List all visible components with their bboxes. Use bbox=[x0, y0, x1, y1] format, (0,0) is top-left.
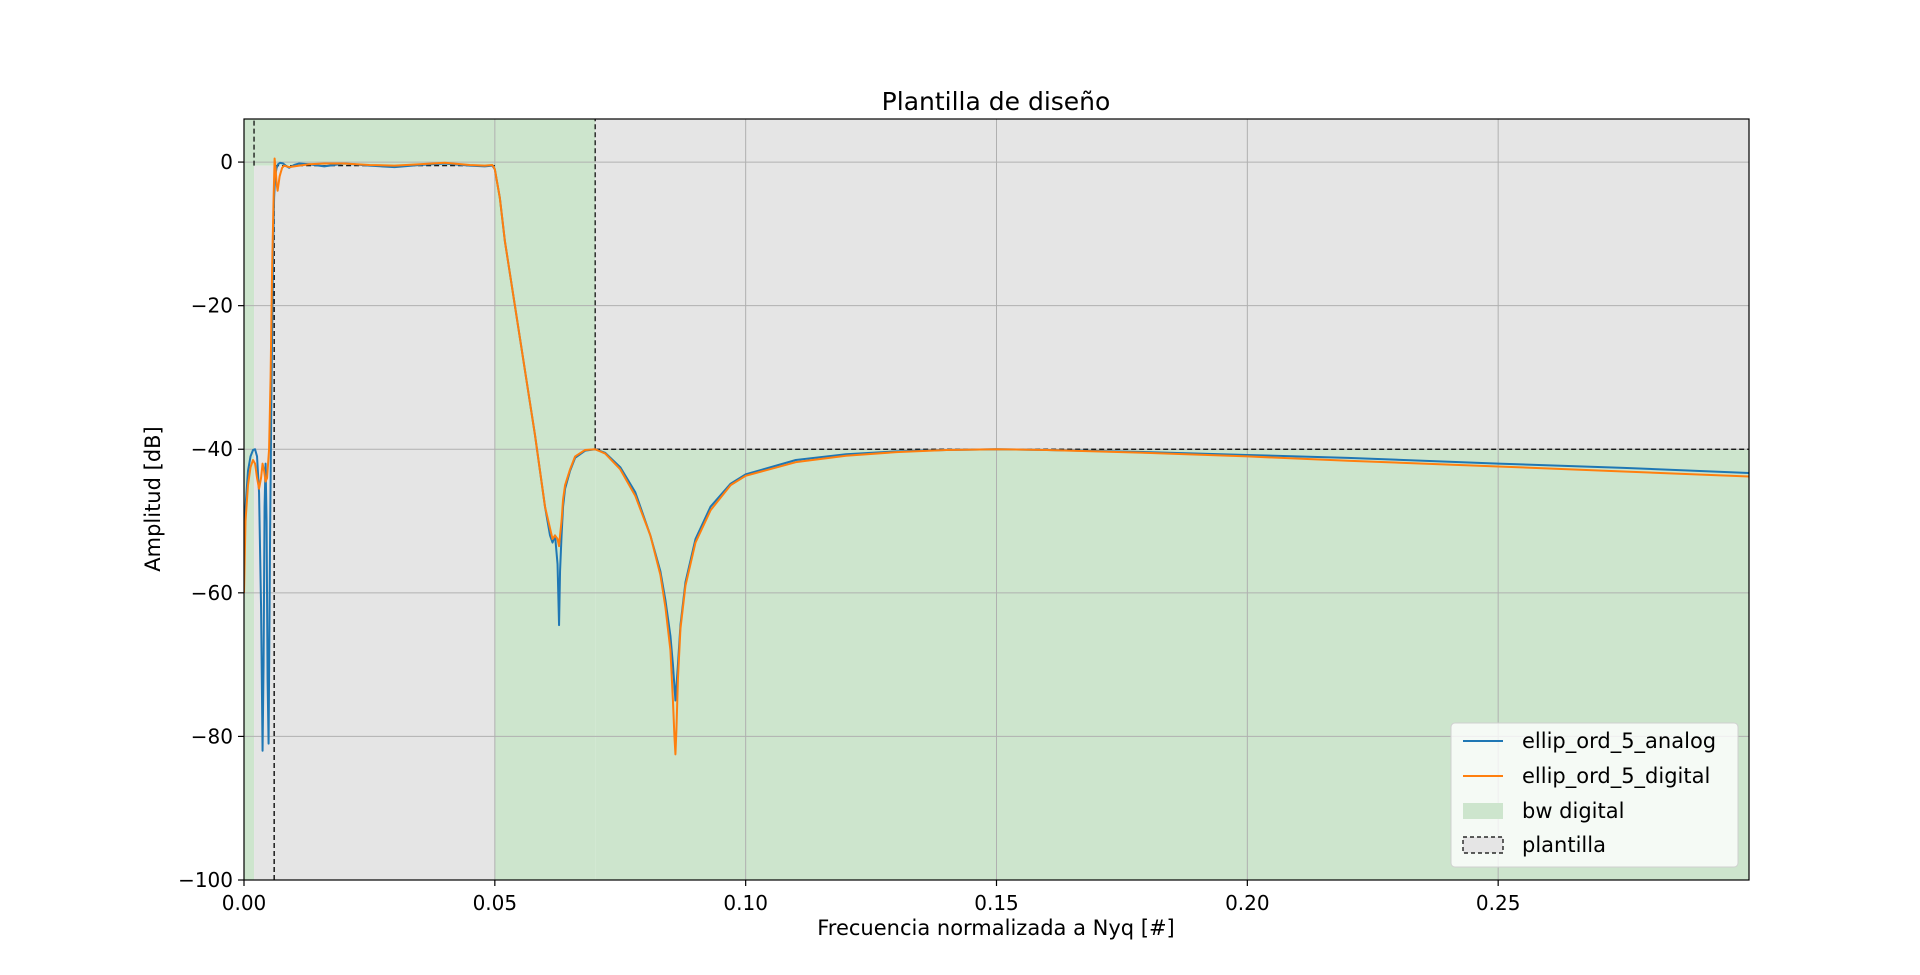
plantilla-region bbox=[595, 119, 1749, 450]
y-tick-label: 0 bbox=[220, 150, 233, 174]
bw-digital-region bbox=[244, 119, 255, 880]
legend-entry: ellip_ord_5_analog bbox=[1463, 729, 1716, 754]
legend-swatch-patch bbox=[1463, 803, 1503, 819]
y-tick-label: −40 bbox=[191, 437, 233, 461]
x-tick-label: 0.10 bbox=[723, 891, 768, 915]
x-tick-label: 0.05 bbox=[473, 891, 518, 915]
y-axis: 0 −20 −40 −60 −80 −100 bbox=[178, 150, 244, 892]
series-group bbox=[244, 157, 1749, 756]
x-tick-label: 0.15 bbox=[974, 891, 1019, 915]
legend-entry: bw digital bbox=[1463, 799, 1624, 823]
x-tick-label: 0.20 bbox=[1225, 891, 1270, 915]
x-axis: 0.00 0.05 0.10 0.15 0.20 0.25 bbox=[222, 880, 1521, 915]
y-tick-label: −20 bbox=[191, 294, 233, 318]
template-outline bbox=[253, 119, 1749, 880]
x-tick-label: 0.25 bbox=[1476, 891, 1521, 915]
y-tick-label: −80 bbox=[191, 724, 233, 748]
series-line-ellip_ord_5_digital bbox=[244, 157, 1749, 756]
x-tick-label: 0.00 bbox=[222, 891, 267, 915]
legend-entry: plantilla bbox=[1462, 833, 1606, 857]
chart-title: Plantilla de diseño bbox=[882, 87, 1111, 116]
legend-label: ellip_ord_5_digital bbox=[1522, 764, 1710, 789]
legend-entry: ellip_ord_5_digital bbox=[1463, 764, 1710, 789]
x-axis-label: Frecuencia normalizada a Nyq [#] bbox=[817, 916, 1175, 940]
y-tick-label: −60 bbox=[191, 581, 233, 605]
y-tick-label: −100 bbox=[178, 868, 233, 892]
plantilla-region bbox=[274, 165, 495, 880]
legend: ellip_ord_5_analog ellip_ord_5_digitalbw … bbox=[1450, 722, 1739, 868]
legend-label: ellip_ord_5_analog bbox=[1522, 729, 1716, 754]
legend-label: plantilla bbox=[1522, 833, 1606, 857]
y-axis-label: Amplitud [dB] bbox=[141, 426, 165, 572]
legend-swatch-patch bbox=[1462, 836, 1504, 854]
legend-box bbox=[1450, 722, 1739, 868]
legend-label: bw digital bbox=[1522, 799, 1624, 823]
grid-lines bbox=[244, 119, 1749, 880]
bw-digital-region bbox=[254, 119, 495, 166]
